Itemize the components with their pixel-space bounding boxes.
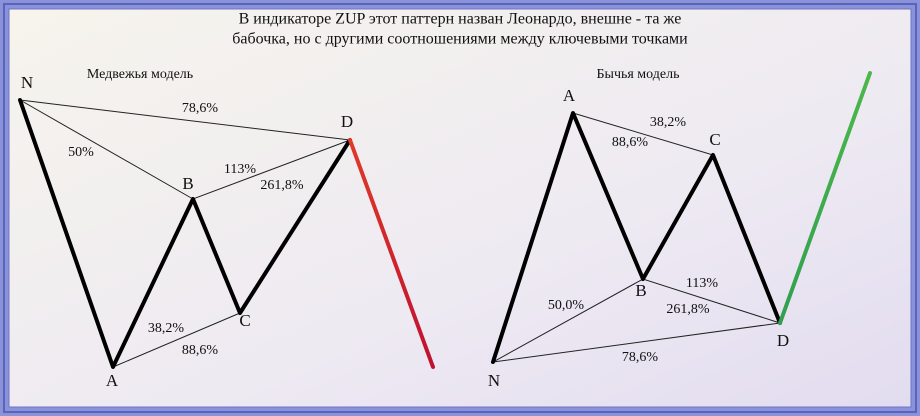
line xyxy=(572,112,714,156)
ratio-label: 78,6% xyxy=(622,350,659,365)
zigzag xyxy=(491,111,782,364)
title-line: В индикаторе ZUP этот паттерн назван Лео… xyxy=(239,11,682,28)
point-label: A xyxy=(563,86,576,105)
point-label: N xyxy=(21,73,33,92)
ratio-label: 38,2% xyxy=(650,115,687,130)
point-label: C xyxy=(239,311,250,330)
point-label: B xyxy=(635,281,646,300)
ratio-label: 113% xyxy=(686,276,718,291)
background xyxy=(8,8,912,408)
ratio-label: 88,6% xyxy=(182,343,219,358)
bearish-pattern xyxy=(18,98,435,369)
line xyxy=(492,322,781,363)
ratio-label: 88,6% xyxy=(612,135,649,150)
ratio-label: 50,0% xyxy=(548,298,585,313)
line xyxy=(112,312,241,368)
frame-line xyxy=(3,3,917,413)
line xyxy=(19,99,351,141)
ratio-label: 261,8% xyxy=(260,178,304,193)
point-label: C xyxy=(709,130,720,149)
ratio-label: 261,8% xyxy=(666,302,710,317)
projection xyxy=(348,138,435,369)
bullish-pattern xyxy=(491,71,872,364)
ratio-label: 38,2% xyxy=(148,321,185,336)
projection xyxy=(778,71,872,325)
point-label: D xyxy=(777,331,789,350)
ratio-label: 50% xyxy=(68,145,94,160)
zigzag xyxy=(18,98,352,369)
point-label: D xyxy=(341,112,353,131)
point-label: N xyxy=(488,371,500,390)
model-title: Бычья модель xyxy=(597,67,680,82)
model-title: Медвежья модель xyxy=(87,67,193,82)
ratio-label: 113% xyxy=(224,162,256,177)
ratio-label: 78,6% xyxy=(182,101,219,116)
point-label: A xyxy=(106,371,119,390)
title-line: бабочка, но с другими соотношениями межд… xyxy=(232,31,688,48)
point-label: B xyxy=(182,174,193,193)
